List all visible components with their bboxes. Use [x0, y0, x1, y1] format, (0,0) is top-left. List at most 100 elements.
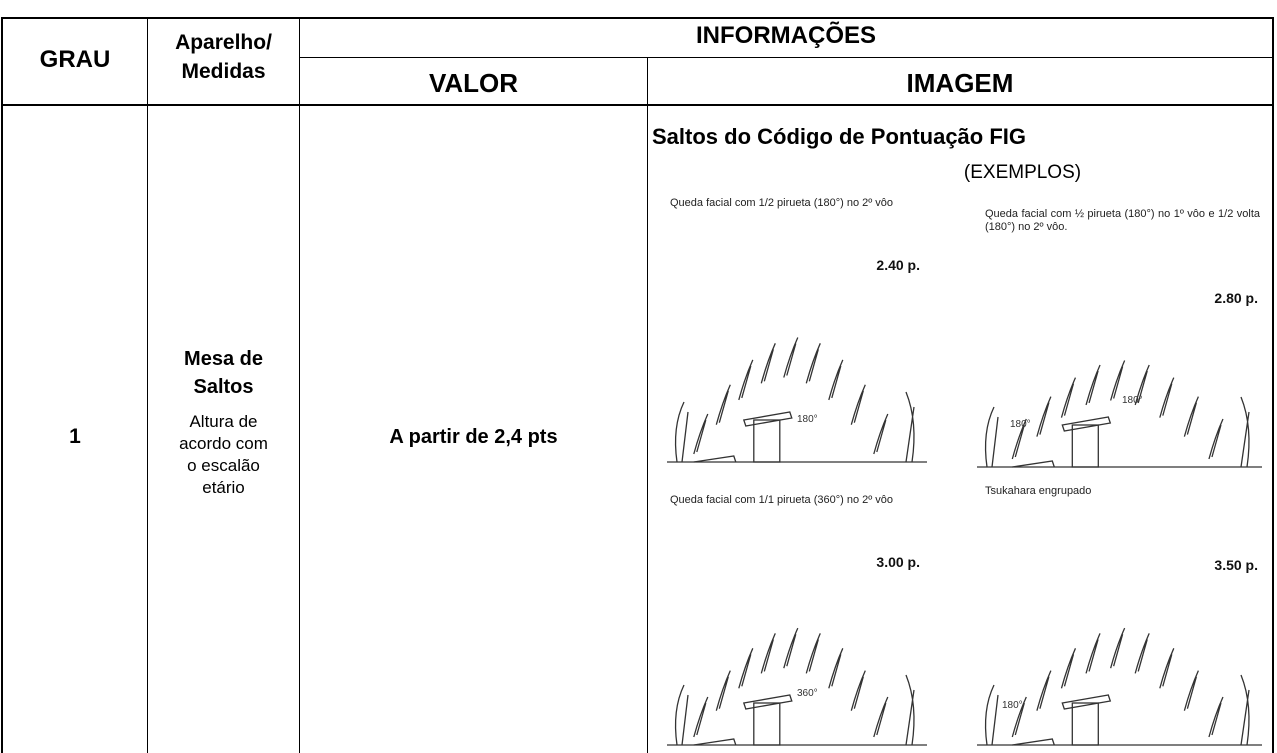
gymnast-stroke — [805, 343, 821, 384]
gymnast-stroke — [693, 696, 709, 738]
gymnast-stroke — [1011, 418, 1027, 460]
text: Saltos — [193, 376, 254, 398]
gymnast-stroke — [1134, 633, 1150, 674]
board — [693, 455, 737, 463]
gymnast-land — [905, 391, 915, 463]
vault-description: Queda facial com 1/2 pirueta (180°) no 2… — [670, 197, 894, 209]
text: etário — [202, 478, 245, 497]
vault-description: Tsukahara engrupado — [985, 485, 1092, 497]
gymnast-start — [984, 684, 999, 746]
border — [647, 58, 648, 753]
angle-label: 180° — [1010, 419, 1031, 430]
board — [1012, 738, 1055, 746]
vault-illustration: 360° — [667, 627, 927, 746]
gymnast-stroke — [693, 413, 709, 455]
border — [1272, 17, 1274, 753]
header-imagem: IMAGEM — [906, 68, 1014, 98]
gymnast-stroke — [1183, 396, 1199, 437]
vault-table — [1071, 424, 1099, 468]
gymnast-land — [1240, 674, 1250, 746]
angle-label: 180° — [1002, 700, 1023, 711]
image-title: Saltos do Código de Pontuação FIG — [652, 124, 1027, 149]
gymnast-start — [674, 401, 689, 463]
gymnast-stroke — [805, 633, 821, 674]
header-valor: VALOR — [428, 68, 519, 98]
gymnast-stroke — [1085, 633, 1101, 674]
vault-top — [1061, 694, 1112, 710]
vault-illustration: 180° 180° — [977, 360, 1262, 468]
medidas: Altura de acordo com o escalão etário — [148, 411, 299, 499]
header-informacoes: INFORMAÇÕES — [696, 22, 876, 49]
header-aparelho: Aparelho/ Medidas — [148, 28, 299, 86]
text: Altura de — [189, 412, 258, 431]
gymnast-start — [674, 684, 689, 746]
border — [1, 104, 1274, 106]
vault-top — [742, 694, 793, 710]
vault-points: 3.00 p. — [876, 554, 920, 570]
board — [693, 738, 737, 746]
vault-illustration: 180° — [667, 337, 927, 463]
gymnast-stroke — [873, 413, 889, 455]
vault-table — [753, 702, 781, 746]
vault-points: 2.80 p. — [1214, 290, 1258, 306]
angle-label: 360° — [797, 688, 818, 699]
gymnast-stroke — [715, 384, 731, 425]
gymnast-stroke — [715, 670, 731, 711]
vault-points: 2.40 p. — [876, 257, 920, 273]
gymnast-land — [905, 674, 915, 746]
vault-top — [1061, 416, 1112, 432]
text: acordo com — [179, 434, 268, 453]
gymnast-stroke — [1060, 377, 1077, 418]
gymnast-start — [984, 406, 999, 468]
row-valor: A partir de 2,4 pts — [389, 426, 558, 448]
gymnast-stroke — [1110, 360, 1126, 401]
gymnast-stroke — [1085, 364, 1101, 406]
gymnast-stroke — [1134, 364, 1150, 406]
vault-description: Queda facial com ½ pirueta (180°) no 1º … — [985, 208, 1260, 233]
image-subtitle: (EXEMPLOS) — [963, 162, 1082, 183]
gymnast-stroke — [738, 359, 754, 401]
vault-points: 3.50 p. — [1214, 557, 1258, 573]
angle-label: 180° — [1122, 395, 1143, 406]
gymnast-stroke — [1208, 418, 1224, 460]
gymnast-stroke — [738, 648, 754, 689]
border — [300, 57, 1274, 58]
gymnast-stroke — [828, 648, 844, 689]
row-aparelho: Mesa de Saltos Altura de acordo com o es… — [148, 345, 299, 499]
row-grau: 1 — [69, 425, 81, 448]
gymnast-stroke — [1159, 648, 1175, 689]
angle-label: 180° — [797, 414, 818, 425]
gymnast-stroke — [1159, 377, 1175, 418]
gymnast-stroke — [1208, 696, 1224, 738]
gymnast-stroke — [828, 359, 844, 401]
gymnast-stroke — [1011, 696, 1027, 738]
border — [1, 17, 3, 753]
gymnast-stroke — [850, 670, 866, 711]
vault-illustration: 180° — [977, 627, 1262, 746]
gymnast-stroke — [783, 627, 799, 669]
gymnast-stroke — [873, 696, 889, 738]
gymnast-stroke — [850, 384, 866, 425]
text: Mesa de — [184, 348, 263, 370]
text: o escalão — [187, 456, 260, 475]
vault-table — [1071, 702, 1099, 746]
vault-description: Queda facial com 1/1 pirueta (360°) no 2… — [670, 494, 894, 506]
gymnast-stroke — [1183, 670, 1199, 711]
vault-table — [753, 419, 781, 463]
gymnast-stroke — [1036, 670, 1052, 711]
vault-top — [742, 411, 793, 427]
gymnast-stroke — [760, 343, 776, 384]
gymnast-land — [1240, 396, 1250, 468]
border — [1, 17, 1274, 19]
header-grau: GRAU — [39, 46, 111, 73]
text: Aparelho/ — [175, 31, 272, 54]
gymnast-stroke — [1036, 396, 1052, 437]
gymnast-stroke — [783, 337, 799, 378]
border — [147, 17, 148, 753]
gymnast-stroke — [1060, 648, 1077, 689]
text: Medidas — [181, 60, 266, 83]
board — [1012, 460, 1055, 468]
gymnast-stroke — [760, 633, 776, 674]
border — [299, 17, 300, 753]
